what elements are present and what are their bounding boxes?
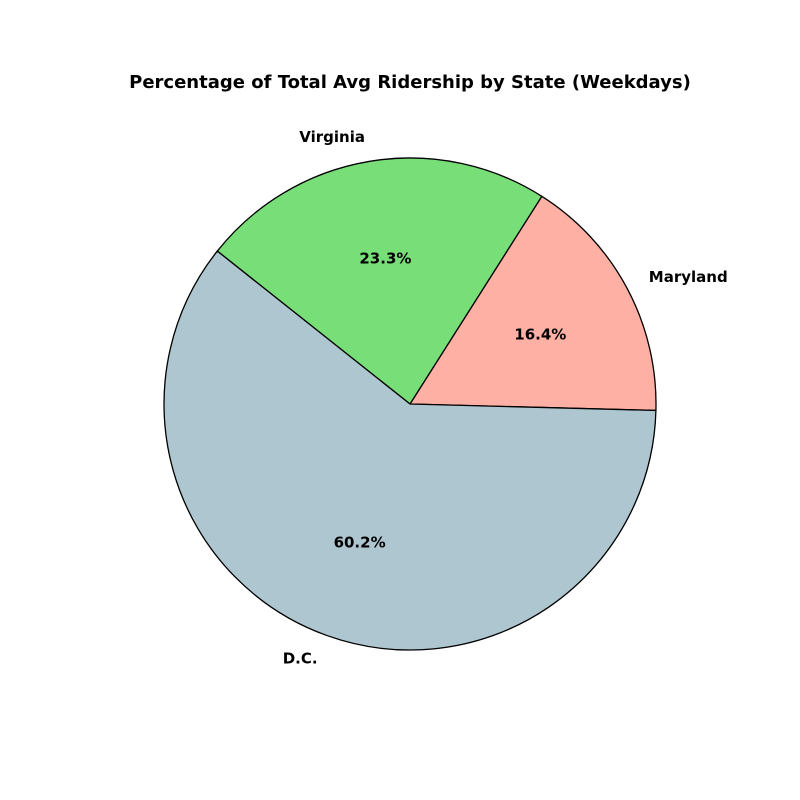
slice-percent-label: 60.2%: [334, 534, 386, 552]
pie-slices: [163, 157, 657, 651]
slice-percent-label: 23.3%: [359, 250, 411, 268]
slice-category-label: Virginia: [299, 128, 365, 146]
pie-slice-maryland: [408, 195, 657, 412]
pie-slice-virginia: [216, 157, 543, 405]
pie-labels: 16.4% Maryland 23.3% Virginia 60.2% D.C.: [283, 128, 728, 667]
slice-percent-label: 16.4%: [514, 326, 566, 344]
pie-slice-d-c: [163, 250, 657, 651]
slice-category-label: D.C.: [283, 649, 318, 667]
chart-title: Percentage of Total Avg Ridership by Sta…: [129, 72, 691, 93]
slice-category-label: Maryland: [649, 268, 728, 286]
